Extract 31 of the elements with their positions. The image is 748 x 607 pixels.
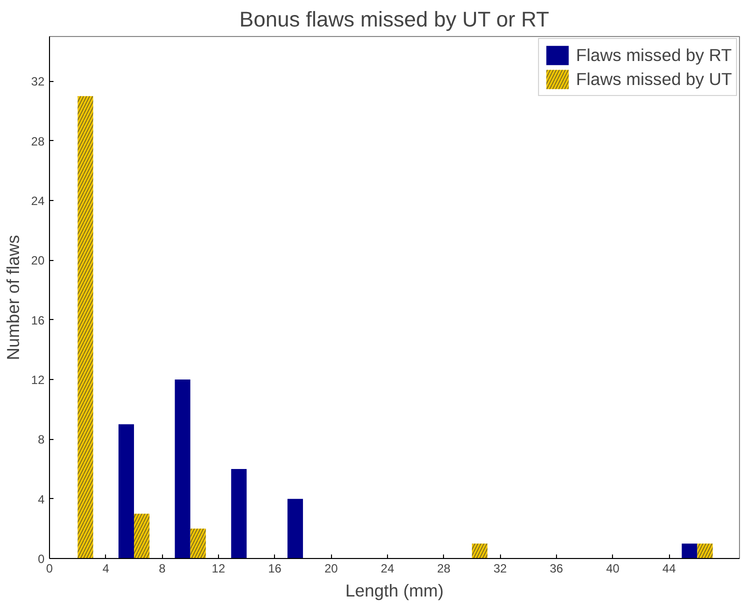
y-tick-label: 24 — [31, 194, 45, 208]
y-axis-title: Number of flaws — [3, 234, 24, 360]
bar — [682, 544, 698, 558]
bar — [174, 380, 190, 558]
y-tick-label: 4 — [38, 492, 45, 506]
x-tick-label: 36 — [550, 562, 564, 576]
y-tick-label: 32 — [31, 74, 45, 89]
x-tick-label: 0 — [46, 562, 54, 576]
x-tick-label: 8 — [158, 562, 166, 576]
bar — [231, 469, 247, 558]
legend-label: Flaws missed by RT — [576, 44, 732, 66]
bar — [287, 498, 303, 558]
x-tick-label: 16 — [268, 562, 282, 576]
x-tick-label: 24 — [380, 562, 394, 576]
x-tick-label: 20 — [324, 562, 338, 576]
x-tick-label: 40 — [606, 562, 620, 576]
x-tick-label: 28 — [437, 562, 451, 576]
chart-title: Bonus flaws missed by UT or RT — [239, 8, 550, 32]
bar — [118, 424, 134, 558]
y-tick-label: 0 — [38, 552, 45, 566]
x-axis-title: Length (mm) — [345, 580, 444, 600]
x-tick-label: 12 — [212, 562, 226, 576]
y-tick-label: 28 — [31, 134, 45, 148]
x-tick-label: 44 — [662, 562, 676, 576]
y-tick-label: 20 — [31, 254, 45, 268]
x-tick-label: 4 — [102, 562, 110, 576]
y-tick-label: 8 — [38, 432, 45, 447]
y-tick-label: 12 — [31, 373, 45, 388]
y-tick-label: 16 — [31, 313, 45, 328]
legend-label: Flaws missed by UT — [576, 68, 732, 90]
x-tick-label: 32 — [493, 562, 508, 576]
